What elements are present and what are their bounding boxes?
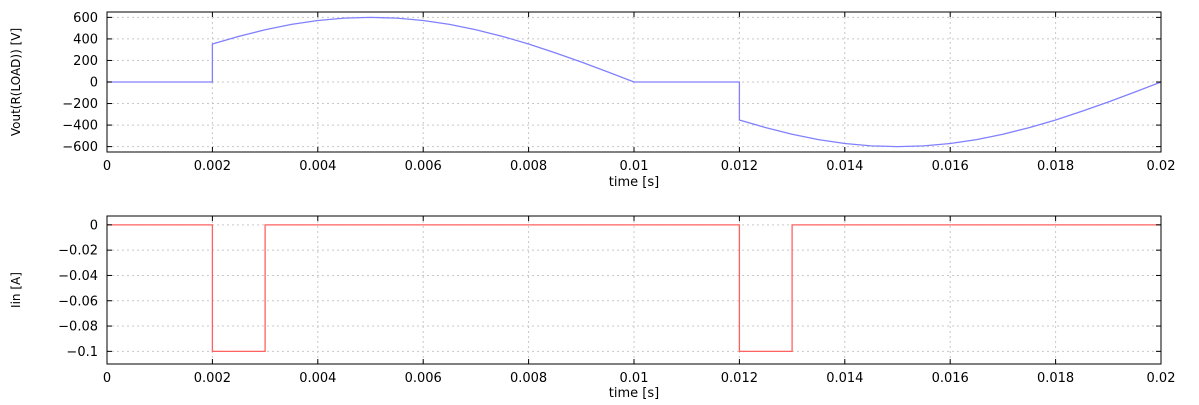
y-tick-label: −400	[62, 119, 98, 134]
x-tick-label: 0.016	[932, 371, 969, 386]
y-axis-label: Vout(R(LOAD)) [V]	[9, 28, 23, 136]
x-tick-label: 0.018	[1037, 371, 1074, 386]
x-tick-label: 0	[103, 371, 111, 386]
y-axis-label: Iin [A]	[9, 272, 23, 308]
series-line-1	[107, 224, 1161, 353]
x-tick-label: 0.002	[194, 159, 231, 174]
y-tick-label: −0.08	[58, 320, 98, 335]
y-tick-label: −0.06	[58, 294, 98, 309]
x-tick-label: 0.006	[405, 371, 442, 386]
x-tick-label: 0.008	[510, 371, 547, 386]
x-axis-label: time [s]	[609, 386, 659, 401]
x-tick-label: 0.018	[1037, 159, 1074, 174]
x-tick-label: 0.014	[826, 371, 863, 386]
x-tick-label: 0.01	[620, 159, 649, 174]
plot-area	[107, 216, 1161, 364]
chart-2: 0 0.002 0.004 0.006 0.008 0.01 0.012 0.014 0.016…	[9, 215, 1176, 401]
y-tick-label: 0	[90, 218, 98, 233]
x-tick-label: 0.006	[405, 159, 442, 174]
y-tick-label: −0.1	[66, 345, 98, 360]
x-tick-label: 0.014	[826, 159, 863, 174]
y-tick-label: −0.04	[58, 269, 98, 284]
x-tick-label: 0.004	[299, 371, 336, 386]
y-tick-label: 600	[73, 11, 98, 26]
x-tick-label: 0.004	[299, 159, 336, 174]
y-tick-label: −200	[62, 97, 98, 112]
x-axis-label: time [s]	[609, 175, 659, 190]
y-tick-label: 0	[90, 76, 98, 91]
y-tick-label: −600	[62, 140, 98, 155]
y-tick-label: 400	[73, 32, 98, 47]
x-tick-label: 0.02	[1147, 159, 1176, 174]
x-tick-label: 0.012	[721, 159, 758, 174]
y-tick-label: −0.02	[58, 244, 98, 259]
x-tick-label: 0.01	[620, 371, 649, 386]
x-tick-label: 0.02	[1147, 371, 1176, 386]
x-tick-label: 0.012	[721, 371, 758, 386]
series-line-1	[107, 16, 1162, 148]
x-tick-label: 0.016	[932, 159, 969, 174]
x-tick-label: 0.008	[510, 159, 547, 174]
x-tick-label: 0	[103, 159, 111, 174]
y-tick-label: 200	[73, 54, 98, 69]
x-tick-label: 0.002	[194, 371, 231, 386]
chart-1: 0 0.002 0.004 0.006 0.008 0.01 0.012 0.014 0.016…	[9, 11, 1175, 190]
